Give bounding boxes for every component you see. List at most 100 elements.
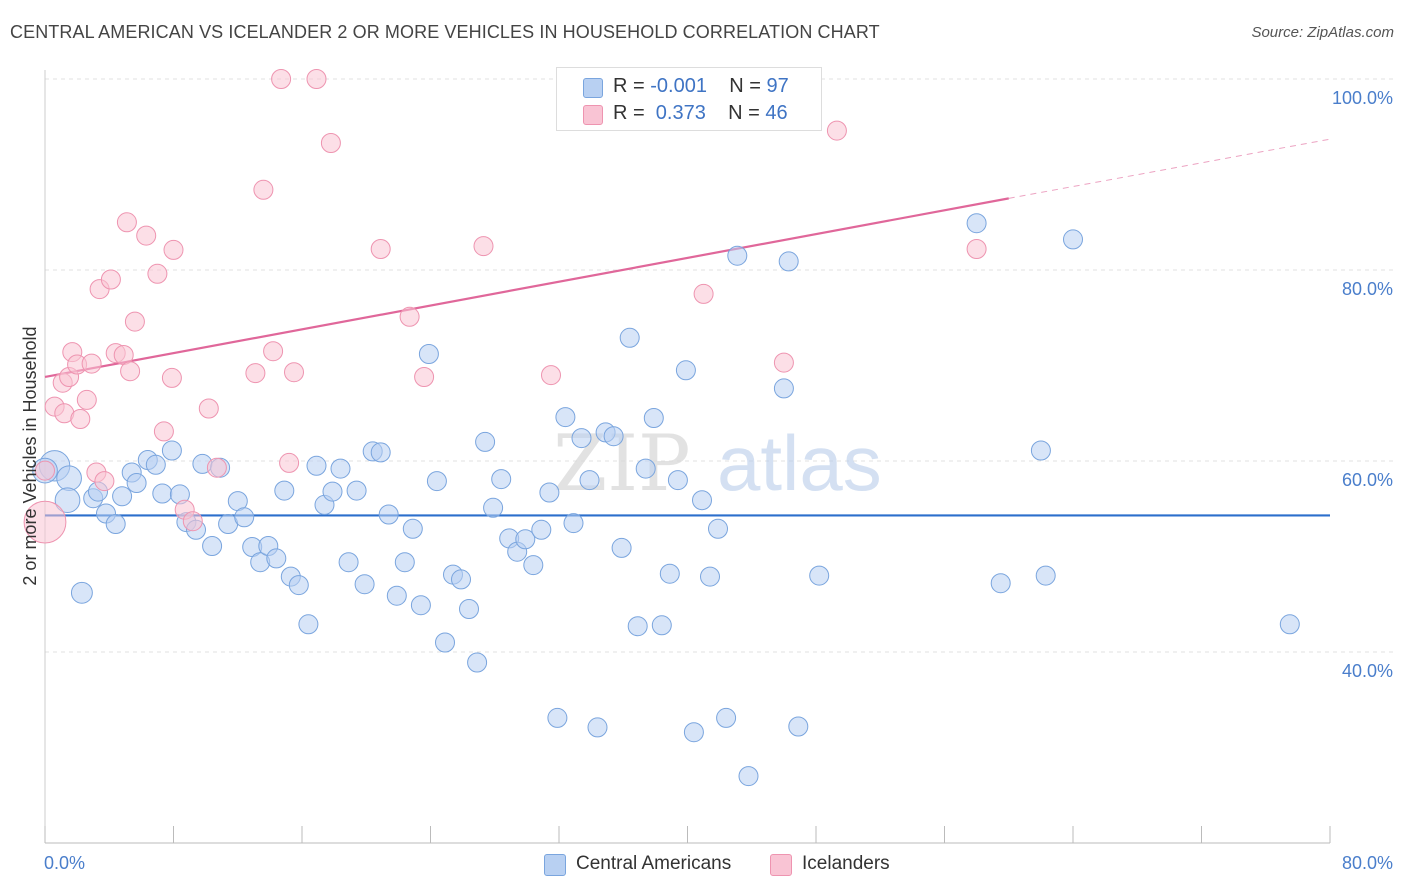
- central-point-84: [727, 245, 748, 266]
- iceland-point-25: [182, 511, 203, 532]
- central-point-63: [555, 407, 576, 428]
- iceland-point-43: [826, 120, 847, 141]
- central-point-14: [161, 440, 182, 461]
- iceland-point-28: [245, 363, 266, 384]
- tick-labels: 40.0% 60.0% 80.0% 100.0% 0.0% 80.0%: [44, 88, 1393, 873]
- iceland-point-32: [279, 452, 300, 473]
- central-point-23: [234, 507, 255, 528]
- central-point-19: [202, 536, 223, 556]
- central-point-10: [126, 473, 147, 493]
- central-point-34: [322, 481, 343, 502]
- central-point-61: [539, 482, 560, 503]
- stats-legend: R = -0.001 N = 97 R = 0.373 N = 46: [556, 67, 822, 131]
- central-point-45: [410, 595, 431, 616]
- central-point-58: [515, 529, 536, 550]
- central-point-51: [459, 599, 479, 619]
- central-n-label: N =: [729, 75, 767, 97]
- iceland-point-27: [206, 457, 227, 478]
- central-point-38: [354, 574, 375, 595]
- central-point-69: [603, 426, 624, 447]
- central-point-86: [773, 378, 794, 399]
- iceland-point-9: [81, 353, 102, 374]
- central-point-67: [587, 717, 608, 738]
- iceland-point-0: [23, 500, 67, 544]
- central-swatch: [583, 78, 603, 98]
- central-point-64: [563, 513, 584, 534]
- central-point-91: [990, 573, 1011, 594]
- iceland-stats: R = 0.373 N = 46: [613, 102, 788, 125]
- central-point-74: [643, 408, 664, 428]
- central-point-88: [788, 716, 809, 737]
- central-point-95: [1279, 614, 1300, 635]
- central-point-62: [547, 707, 568, 728]
- iceland-point-19: [136, 225, 157, 246]
- iceland-n-label: N =: [728, 102, 766, 124]
- gridlines: [45, 78, 1395, 653]
- central-point-32: [306, 455, 327, 476]
- central-r-value: -0.001: [650, 75, 707, 97]
- iceland-point-29: [253, 179, 274, 200]
- central-point-31: [298, 614, 319, 635]
- central-point-83: [716, 707, 737, 728]
- iceland-point-7: [70, 409, 91, 429]
- iceland-point-18: [124, 311, 145, 332]
- iceland-point-44: [966, 239, 987, 259]
- iceland-point-26: [198, 398, 219, 419]
- iceland-r-value: 0.373: [650, 102, 706, 124]
- central-point-52: [467, 652, 488, 673]
- iceland-point-41: [693, 283, 714, 304]
- central-americans-swatch: [544, 854, 566, 876]
- iceland-trendline: [44, 197, 1009, 379]
- central-point-66: [579, 470, 600, 491]
- iceland-point-20: [147, 263, 168, 284]
- iceland-point-39: [473, 236, 494, 257]
- central-point-59: [523, 555, 544, 576]
- y-tick-label-100: 100.0%: [1332, 88, 1393, 108]
- series-legend: Central Americans Icelanders: [0, 852, 1406, 878]
- y-tick-label-80: 80.0%: [1342, 279, 1393, 299]
- central-point-2: [54, 487, 81, 514]
- trendlines: [44, 138, 1331, 517]
- central-point-8: [112, 486, 133, 507]
- central-point-28: [274, 480, 295, 501]
- central-point-48: [435, 632, 455, 653]
- central-point-42: [386, 585, 407, 606]
- central-point-7: [105, 514, 126, 534]
- source-label: Source: ZipAtlas.com: [1251, 24, 1394, 41]
- central-point-90: [966, 213, 987, 234]
- central-point-72: [627, 616, 648, 637]
- iceland-point-16: [116, 212, 137, 233]
- central-point-89: [809, 565, 830, 586]
- central-point-36: [338, 552, 359, 573]
- central-point-46: [418, 344, 439, 364]
- iceland-point-30: [263, 341, 284, 362]
- iceland-point-36: [370, 239, 391, 259]
- central-point-82: [708, 518, 728, 539]
- central-point-27: [266, 548, 287, 569]
- central-point-13: [152, 483, 173, 504]
- iceland-point-35: [320, 133, 341, 153]
- central-americans-label: Central Americans: [576, 853, 732, 874]
- central-point-47: [426, 471, 447, 492]
- central-point-94: [1063, 229, 1083, 250]
- iceland-point-21: [153, 421, 174, 442]
- iceland-swatch: [583, 105, 603, 125]
- iceland-trendline-extension: [1008, 138, 1331, 199]
- central-point-37: [346, 480, 367, 501]
- icelanders-swatch: [770, 854, 792, 876]
- x-tick-label-min: 0.0%: [44, 853, 85, 873]
- central-point-60: [531, 519, 552, 540]
- central-point-53: [475, 431, 496, 452]
- x-tick-label-max: 80.0%: [1342, 853, 1393, 873]
- iceland-point-17: [120, 361, 141, 382]
- iceland-point-40: [541, 365, 561, 386]
- data-points: [23, 69, 1300, 787]
- iceland-point-12: [94, 471, 115, 492]
- central-point-73: [635, 458, 656, 479]
- central-point-70: [611, 537, 632, 558]
- iceland-point-23: [163, 239, 184, 260]
- central-point-76: [659, 563, 680, 584]
- central-n-value: 97: [766, 75, 789, 97]
- iceland-point-34: [306, 69, 327, 89]
- watermark-atlas: atlas: [717, 419, 882, 507]
